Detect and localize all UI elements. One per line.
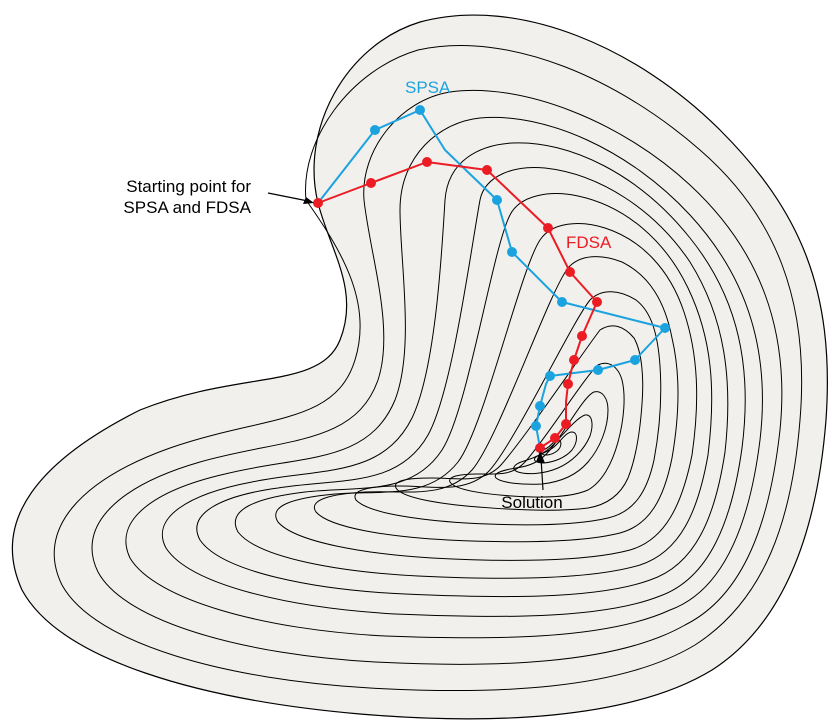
fdsa-point bbox=[422, 157, 432, 167]
contour-line bbox=[394, 325, 644, 511]
fdsa-label: FDSA bbox=[566, 233, 612, 252]
contour-lines bbox=[53, 45, 803, 692]
contour-line bbox=[540, 439, 562, 456]
contour-line bbox=[513, 414, 593, 475]
fdsa-point bbox=[561, 419, 571, 429]
contour-line bbox=[354, 291, 662, 526]
spsa-point bbox=[593, 365, 603, 375]
fdsa-point bbox=[550, 433, 560, 443]
fdsa-point bbox=[565, 267, 575, 277]
spsa-point bbox=[545, 371, 555, 381]
solution-label: Solution bbox=[501, 493, 562, 512]
contour-line bbox=[125, 116, 763, 639]
solution-point-marker bbox=[535, 443, 545, 453]
start-arrow bbox=[267, 192, 314, 204]
contour-line bbox=[196, 166, 729, 598]
spsa-point bbox=[630, 355, 640, 365]
spsa-label: SPSA bbox=[405, 78, 451, 97]
contour-line bbox=[275, 223, 698, 561]
loss-surface-region bbox=[11, 14, 828, 720]
starting-point-label-line2: SPSA and FDSA bbox=[123, 198, 251, 217]
spsa-point bbox=[370, 125, 380, 135]
spsa-point bbox=[415, 105, 425, 115]
spsa-point bbox=[535, 401, 545, 411]
contour-line bbox=[449, 362, 625, 498]
spsa-point bbox=[492, 195, 502, 205]
solution-arrow bbox=[536, 451, 545, 491]
fdsa-point bbox=[543, 223, 553, 233]
fdsa-point bbox=[592, 297, 602, 307]
contour-line bbox=[161, 142, 746, 617]
fdsa-point bbox=[563, 379, 573, 389]
fdsa-point bbox=[366, 178, 376, 188]
spsa-point bbox=[557, 297, 567, 307]
starting-point-label-line1: Starting point for bbox=[126, 177, 251, 196]
fdsa-point bbox=[569, 355, 579, 365]
spsa-point bbox=[507, 247, 517, 257]
fdsa-path bbox=[317, 157, 602, 449]
contour-line bbox=[91, 89, 783, 665]
starting-point-marker bbox=[313, 198, 323, 208]
fdsa-point bbox=[482, 165, 492, 175]
contour-line bbox=[53, 45, 803, 692]
spsa-path bbox=[317, 105, 670, 449]
contour-line bbox=[533, 431, 577, 464]
spsa-point bbox=[531, 421, 541, 431]
spsa-point bbox=[660, 323, 670, 333]
fdsa-point bbox=[577, 331, 587, 341]
contour-line bbox=[234, 193, 713, 579]
